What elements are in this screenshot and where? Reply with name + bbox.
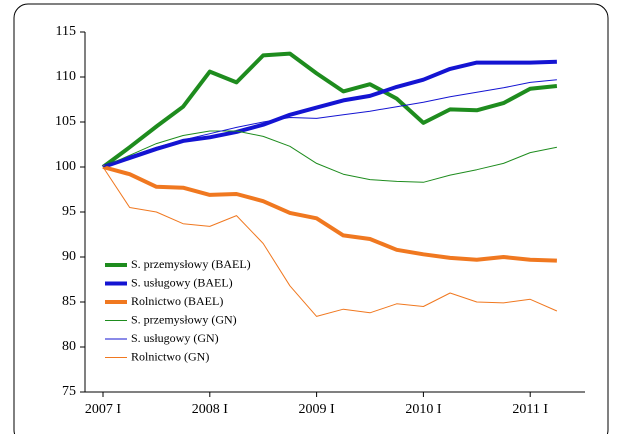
y-tick-label: 80	[62, 339, 76, 354]
legend-label: S. usługowy (GN)	[131, 331, 219, 345]
legend-label: Rolnictwo (BAEL)	[131, 294, 223, 308]
x-tick-label: 2008 I	[192, 402, 229, 417]
x-tick-label: 2007 I	[85, 402, 122, 417]
y-tick-label: 105	[55, 114, 76, 129]
series-line	[102, 130, 557, 183]
y-tick-label: 115	[56, 24, 76, 39]
y-tick-label: 85	[62, 294, 76, 309]
series-line	[102, 165, 557, 263]
legend-label: Rolnictwo (GN)	[131, 349, 209, 363]
legend-label: S. przemysłowy (BAEL)	[131, 257, 251, 271]
series-line	[102, 79, 557, 168]
legend-label: S. przemysłowy (GN)	[131, 312, 237, 326]
series-line	[101, 51, 558, 169]
x-tick-label: 2010 I	[405, 402, 442, 417]
series-line	[102, 59, 557, 169]
chart-frame	[13, 3, 609, 439]
series-line	[102, 166, 558, 317]
y-tick-label: 95	[62, 204, 76, 219]
x-tick-label: 2009 I	[299, 402, 336, 417]
legend-label: S. usługowy (BAEL)	[131, 275, 233, 289]
y-tick-label: 75	[62, 384, 76, 399]
y-tick-label: 100	[55, 159, 76, 174]
y-tick-label: 110	[56, 69, 76, 84]
x-tick-label: 2011 I	[512, 402, 548, 417]
y-tick-label: 90	[62, 249, 76, 264]
